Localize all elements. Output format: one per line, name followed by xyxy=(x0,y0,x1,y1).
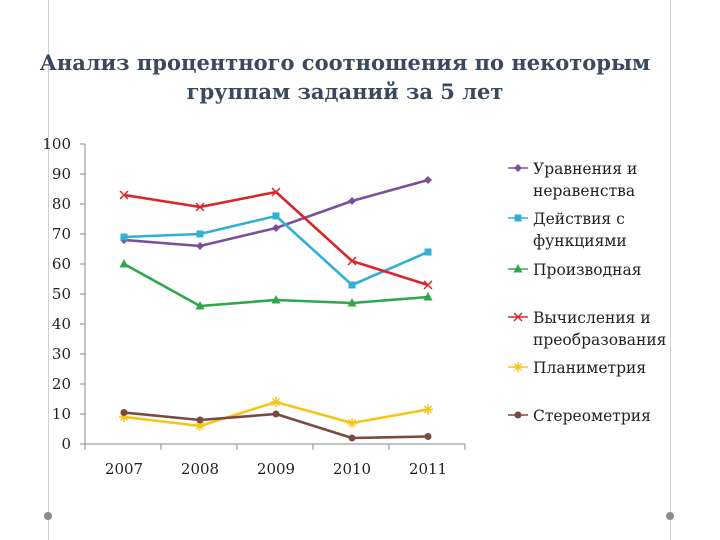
y-tick-label: 20 xyxy=(52,375,71,393)
series-3-point xyxy=(271,295,281,304)
series-4-point xyxy=(271,187,281,197)
slide-frame-left-line xyxy=(48,0,49,540)
series-6-point xyxy=(424,433,432,440)
y-tick-label: 0 xyxy=(61,435,71,453)
slide-frame-right-line xyxy=(670,0,671,540)
series-6-point xyxy=(120,409,128,416)
series-line-4 xyxy=(123,190,429,287)
y-tick-label: 90 xyxy=(52,165,71,183)
y-tick-label: 10 xyxy=(52,405,71,423)
series-6-point xyxy=(272,410,280,418)
series-3-point xyxy=(195,301,205,310)
series-3-point xyxy=(423,292,433,301)
legend-label-line: Действия с xyxy=(533,210,625,228)
series-4-point xyxy=(195,202,205,212)
chart-title-line-2: группам заданий за 5 лет xyxy=(186,79,504,104)
x-tick-label: 2009 xyxy=(257,460,295,478)
series-4-point xyxy=(347,256,357,266)
legend-label-line: Уравнения и xyxy=(533,160,637,178)
x-tick-label: 2007 xyxy=(105,460,143,478)
legend-swatch-marker-3 xyxy=(513,264,523,273)
series-5-point xyxy=(423,404,433,415)
legend-label-line: Планиметрия xyxy=(533,359,646,377)
series-6-point xyxy=(348,434,356,442)
x-tick-label: 2010 xyxy=(333,460,371,478)
legend-label-6: Стереометрия xyxy=(533,407,651,425)
series-4-point xyxy=(423,280,433,290)
series-3-point xyxy=(347,298,357,307)
y-tick-label: 100 xyxy=(42,135,71,153)
series-2-point xyxy=(348,281,356,289)
chart-series xyxy=(119,176,433,442)
y-tick-label: 60 xyxy=(52,255,71,273)
series-1-point xyxy=(196,242,204,250)
series-1-point xyxy=(348,197,356,205)
series-2-point xyxy=(120,233,128,241)
series-5-point xyxy=(347,418,357,428)
legend-label-5: Планиметрия xyxy=(533,359,646,377)
slide-decoration-dot-left xyxy=(44,512,52,520)
series-4-point xyxy=(119,190,129,200)
y-tick-label: 50 xyxy=(52,285,71,303)
x-tick-label: 2008 xyxy=(181,460,219,478)
legend-label-line: неравенства xyxy=(533,182,635,200)
chart-title-line-1: Анализ процентного соотношения по некото… xyxy=(39,50,651,75)
series-1-point xyxy=(424,176,432,184)
chart-title: Анализ процентного соотношения по некото… xyxy=(0,48,690,106)
y-tick-label: 30 xyxy=(52,345,71,363)
y-tick-label: 40 xyxy=(52,315,71,333)
y-tick-label: 70 xyxy=(52,225,71,243)
series-6-point xyxy=(196,416,204,424)
legend-label-line: преобразования xyxy=(533,331,666,349)
series-2-point xyxy=(424,248,432,256)
series-2-point xyxy=(272,212,280,220)
series-3-point xyxy=(119,259,129,268)
legend-swatch-marker-5 xyxy=(513,362,523,372)
legend-swatch-marker-4 xyxy=(513,312,523,322)
legend-swatch-marker-1 xyxy=(514,164,522,172)
slide-decoration-dot-right xyxy=(666,512,674,520)
legend-swatch-marker-6 xyxy=(514,411,522,419)
legend-label-4: Вычисления и преобразования xyxy=(533,309,666,349)
chart-axes: 0 10 20 30 40 50 60 70 80 90 100 2007 2008 2009 2010 20… xyxy=(42,135,466,478)
legend-label-3: Производная xyxy=(533,261,642,279)
legend-label-line: функциями xyxy=(533,232,627,250)
chart-legend: Уравнения и неравенства Действия с функциям… xyxy=(508,160,666,425)
legend-label-2: Действия с функциями xyxy=(533,210,627,250)
series-5-point xyxy=(271,397,281,407)
legend-label-line: Вычисления и xyxy=(533,309,651,327)
legend-label-line: Стереометрия xyxy=(533,407,651,425)
legend-label-1: Уравнения и неравенства xyxy=(533,160,637,200)
legend-label-line: Производная xyxy=(533,261,642,279)
y-tick-label: 80 xyxy=(52,195,71,213)
series-5-point xyxy=(119,412,129,422)
series-5-point xyxy=(195,421,205,431)
legend-swatch-marker-2 xyxy=(514,214,522,222)
series-2-point xyxy=(196,230,204,238)
x-tick-label: 2011 xyxy=(409,460,447,478)
series-1-point xyxy=(272,224,280,232)
